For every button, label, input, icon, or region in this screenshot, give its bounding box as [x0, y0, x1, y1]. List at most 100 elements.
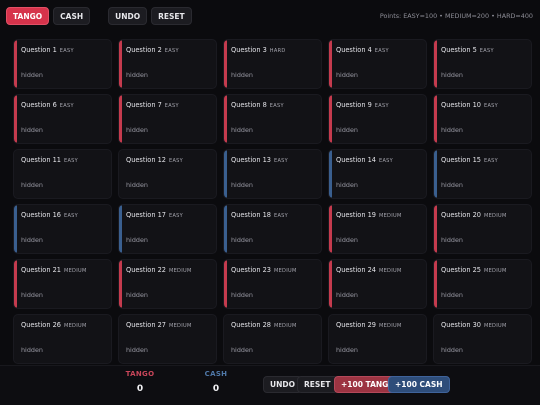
question-card[interactable]: Question 27 MEDIUM hidden: [118, 314, 217, 364]
question-title: Question 5 EASY: [441, 46, 494, 54]
question-title: Question 16 EASY: [21, 211, 78, 219]
add-100-cash-button[interactable]: +100 CASH: [388, 376, 450, 393]
question-label: Question 25: [441, 266, 481, 274]
question-status: hidden: [21, 236, 43, 244]
question-status: hidden: [231, 71, 253, 79]
team-marker-bar: [434, 150, 437, 198]
question-card[interactable]: Question 15 EASY hidden: [433, 149, 532, 199]
difficulty-label: EASY: [374, 48, 389, 54]
difficulty-label: EASY: [59, 48, 74, 54]
question-card[interactable]: Question 21 MEDIUM hidden: [13, 259, 112, 309]
difficulty-label: MEDIUM: [378, 213, 402, 219]
question-card[interactable]: Question 11 EASY hidden: [13, 149, 112, 199]
team-marker-bar: [224, 205, 227, 253]
difficulty-label: HARD: [269, 48, 286, 54]
question-card[interactable]: Question 10 EASY hidden: [433, 94, 532, 144]
question-card[interactable]: Question 28 MEDIUM hidden: [223, 314, 322, 364]
question-card[interactable]: Question 1 EASY hidden: [13, 39, 112, 89]
question-card[interactable]: Question 14 EASY hidden: [328, 149, 427, 199]
team-marker-bar: [434, 260, 437, 308]
team-marker-bar: [14, 40, 17, 88]
question-label: Question 17: [126, 211, 166, 219]
team-marker-bar: [14, 260, 17, 308]
question-title: Question 2 EASY: [126, 46, 179, 54]
question-status: hidden: [441, 126, 463, 134]
difficulty-label: EASY: [374, 103, 389, 109]
question-card[interactable]: Question 29 MEDIUM hidden: [328, 314, 427, 364]
question-card[interactable]: Question 23 MEDIUM hidden: [223, 259, 322, 309]
question-status: hidden: [126, 346, 148, 354]
question-card[interactable]: Question 8 EASY hidden: [223, 94, 322, 144]
question-card[interactable]: Question 12 EASY hidden: [118, 149, 217, 199]
question-card[interactable]: Question 4 EASY hidden: [328, 39, 427, 89]
question-title: Question 29 MEDIUM: [336, 321, 402, 329]
scoreboard-bar: TANGO 0 CASH 0 UNDO RESET +100 TANGO +10…: [0, 365, 540, 405]
question-label: Question 26: [21, 321, 61, 329]
team-marker-bar: [224, 260, 227, 308]
question-title: Question 15 EASY: [441, 156, 498, 164]
question-status: hidden: [231, 346, 253, 354]
question-card[interactable]: Question 3 HARD hidden: [223, 39, 322, 89]
question-label: Question 10: [441, 101, 481, 109]
reset-button[interactable]: RESET: [151, 7, 192, 25]
question-title: Question 8 EASY: [231, 101, 284, 109]
difficulty-label: EASY: [273, 158, 288, 164]
difficulty-label: EASY: [63, 158, 78, 164]
question-status: hidden: [336, 126, 358, 134]
question-title: Question 3 HARD: [231, 46, 286, 54]
question-title: Question 28 MEDIUM: [231, 321, 297, 329]
question-card[interactable]: Question 30 MEDIUM hidden: [433, 314, 532, 364]
question-card[interactable]: Question 16 EASY hidden: [13, 204, 112, 254]
question-label: Question 2: [126, 46, 162, 54]
difficulty-label: MEDIUM: [483, 323, 507, 329]
tango-team-button[interactable]: TANGO: [6, 7, 50, 25]
scoreboard-reset-button[interactable]: RESET: [297, 376, 338, 393]
question-card[interactable]: Question 6 EASY hidden: [13, 94, 112, 144]
question-title: Question 25 MEDIUM: [441, 266, 507, 274]
tango-score-value: 0: [136, 384, 144, 394]
question-title: Question 7 EASY: [126, 101, 179, 109]
top-toolbar: TANGO CASH UNDO RESET: [0, 0, 540, 32]
cash-team-button[interactable]: CASH: [53, 7, 91, 25]
difficulty-label: EASY: [168, 213, 183, 219]
question-card[interactable]: Question 18 EASY hidden: [223, 204, 322, 254]
question-card[interactable]: Question 9 EASY hidden: [328, 94, 427, 144]
question-status: hidden: [21, 346, 43, 354]
question-status: hidden: [441, 291, 463, 299]
difficulty-label: MEDIUM: [168, 268, 192, 274]
cash-score-value: 0: [212, 384, 220, 394]
question-title: Question 26 MEDIUM: [21, 321, 87, 329]
difficulty-label: EASY: [59, 103, 74, 109]
question-card[interactable]: Question 22 MEDIUM hidden: [118, 259, 217, 309]
question-status: hidden: [441, 181, 463, 189]
difficulty-label: EASY: [483, 103, 498, 109]
question-card[interactable]: Question 20 MEDIUM hidden: [433, 204, 532, 254]
question-card[interactable]: Question 26 MEDIUM hidden: [13, 314, 112, 364]
difficulty-label: EASY: [63, 213, 78, 219]
team-marker-bar: [329, 40, 332, 88]
team-marker-bar: [329, 95, 332, 143]
question-title: Question 1 EASY: [21, 46, 74, 54]
question-card[interactable]: Question 17 EASY hidden: [118, 204, 217, 254]
question-title: Question 23 MEDIUM: [231, 266, 297, 274]
team-marker-bar: [14, 205, 17, 253]
question-title: Question 22 MEDIUM: [126, 266, 192, 274]
question-card[interactable]: Question 7 EASY hidden: [118, 94, 217, 144]
question-card[interactable]: Question 5 EASY hidden: [433, 39, 532, 89]
difficulty-label: MEDIUM: [63, 323, 87, 329]
question-card[interactable]: Question 13 EASY hidden: [223, 149, 322, 199]
question-status: hidden: [231, 126, 253, 134]
question-card[interactable]: Question 19 MEDIUM hidden: [328, 204, 427, 254]
team-marker-bar: [119, 40, 122, 88]
question-card[interactable]: Question 25 MEDIUM hidden: [433, 259, 532, 309]
question-label: Question 3: [231, 46, 267, 54]
question-title: Question 4 EASY: [336, 46, 389, 54]
question-card[interactable]: Question 2 EASY hidden: [118, 39, 217, 89]
question-status: hidden: [441, 71, 463, 79]
difficulty-label: MEDIUM: [483, 268, 507, 274]
question-card[interactable]: Question 24 MEDIUM hidden: [328, 259, 427, 309]
undo-button[interactable]: UNDO: [108, 7, 148, 25]
question-status: hidden: [231, 291, 253, 299]
question-label: Question 20: [441, 211, 481, 219]
question-label: Question 4: [336, 46, 372, 54]
